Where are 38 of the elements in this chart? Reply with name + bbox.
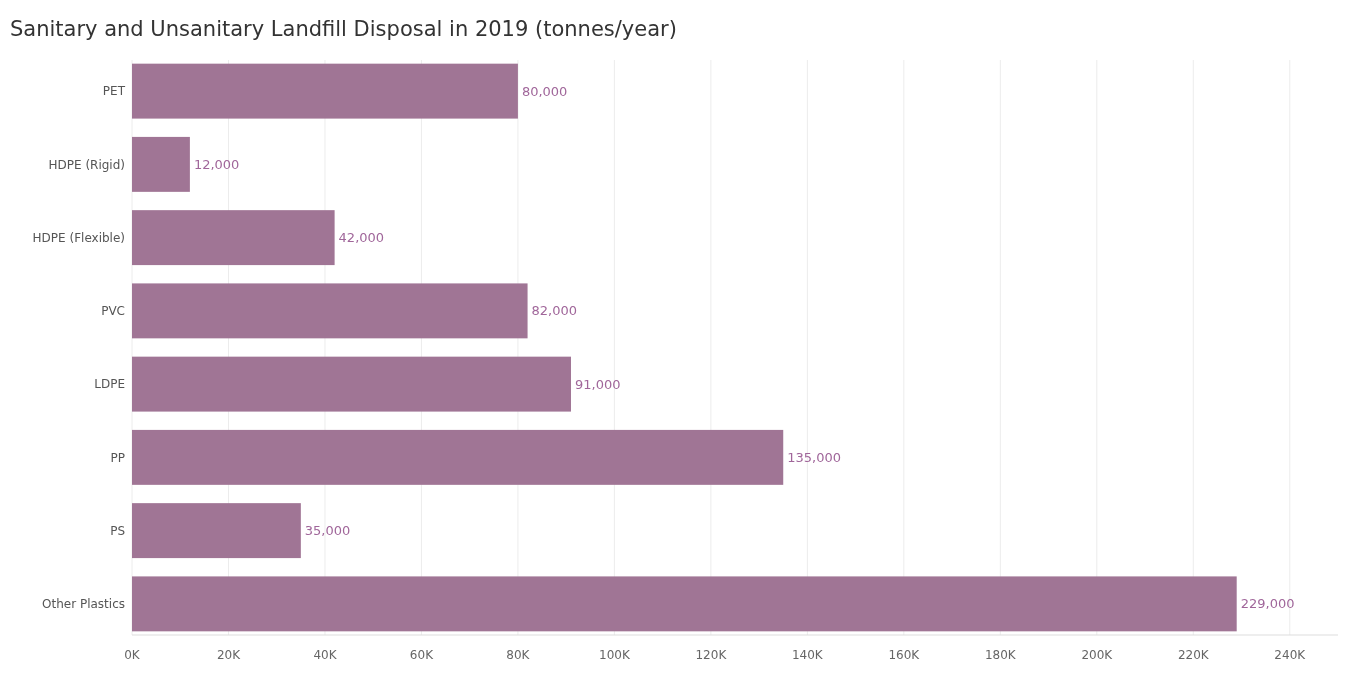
- data-label: 229,000: [1240, 596, 1295, 612]
- bar: [132, 576, 1237, 632]
- x-tick-label: 0K: [124, 648, 141, 662]
- x-tick-label: 240K: [1274, 648, 1307, 662]
- data-label: 135,000: [787, 449, 842, 465]
- y-tick-label: Other Plastics: [42, 597, 125, 612]
- x-tick-label: 160K: [888, 648, 921, 662]
- x-tick-label: 80K: [506, 648, 531, 662]
- y-tick-label: LDPE: [94, 377, 125, 392]
- bar: [132, 429, 784, 485]
- bar: [132, 356, 571, 412]
- bar: [132, 210, 335, 266]
- x-tick-label: 100K: [599, 648, 631, 662]
- x-tick-label: 180K: [984, 648, 1017, 662]
- data-label: 35,000: [304, 523, 351, 539]
- y-tick-label: PP: [110, 450, 125, 465]
- x-tick-label: 220K: [1177, 648, 1210, 662]
- chart-title: Sanitary and Unsanitary Landfill Disposal in 2019 (tonnes/year): [10, 17, 677, 41]
- x-tick-label: 140K: [791, 648, 824, 662]
- data-label: 42,000: [338, 230, 385, 246]
- x-tick-label: 60K: [409, 648, 435, 662]
- bar: [132, 136, 190, 192]
- bar: [132, 503, 301, 559]
- x-tick-label: 200K: [1081, 648, 1114, 662]
- data-label: 80,000: [521, 83, 568, 99]
- bar: [132, 63, 518, 119]
- x-tick-label: 120K: [695, 648, 728, 662]
- x-tick-label: 40K: [313, 648, 338, 662]
- data-label: 12,000: [193, 156, 240, 172]
- y-tick-label: PET: [102, 84, 126, 99]
- x-tick-label: 20K: [216, 648, 242, 662]
- y-tick-label: HDPE (Flexible): [32, 230, 125, 245]
- y-tick-label: HDPE (Rigid): [48, 157, 125, 172]
- bar: [132, 283, 528, 339]
- data-label: 82,000: [531, 303, 578, 319]
- y-tick-label: PVC: [101, 304, 125, 319]
- y-tick-label: PS: [110, 523, 125, 538]
- data-label: 91,000: [574, 376, 621, 392]
